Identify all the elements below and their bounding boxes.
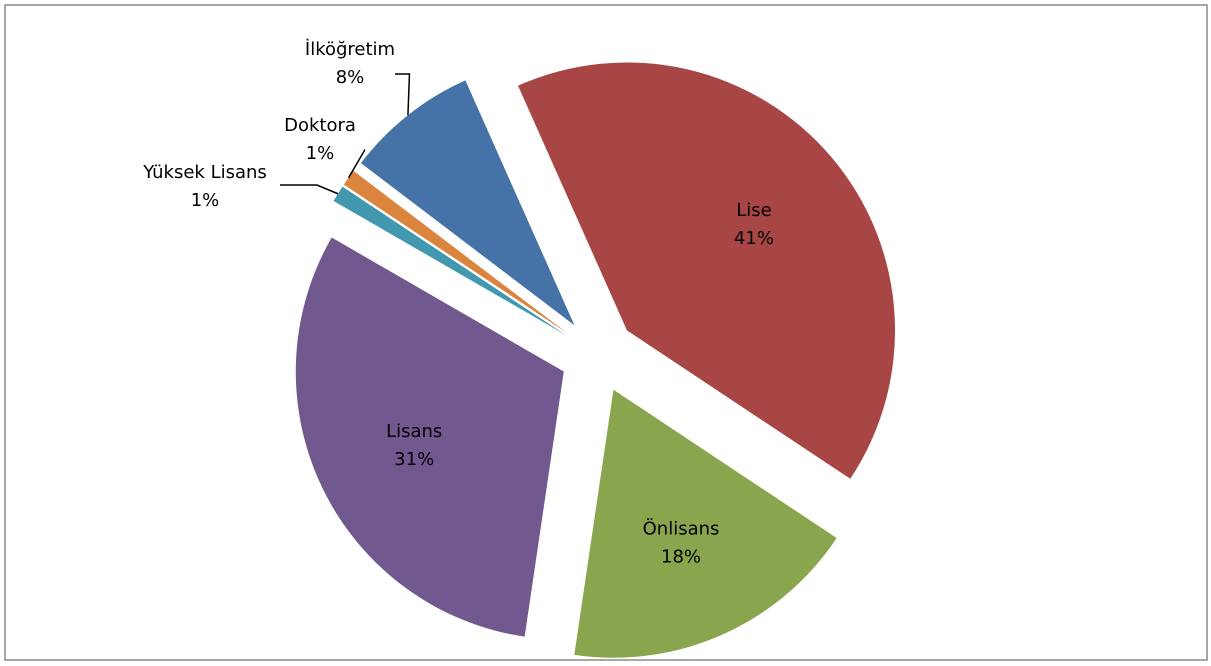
pie-slice (360, 80, 575, 326)
leader-line (280, 184, 339, 195)
slice-value-label: 8% (336, 67, 365, 88)
leader-line (347, 149, 366, 179)
slice-value-label: 31% (394, 449, 434, 470)
pie-slice (333, 186, 566, 335)
slice-label: Doktora (284, 115, 356, 136)
slice-label: Önlisans (643, 518, 720, 540)
pie-slice (574, 389, 837, 658)
slice-value-label: 18% (661, 547, 701, 568)
pie-slice (343, 170, 568, 333)
slice-value-label: 1% (306, 143, 335, 164)
slice-value-label: 41% (734, 228, 774, 249)
slice-label: Lise (736, 200, 771, 221)
slice-label: Yüksek Lisans (142, 162, 267, 183)
leader-line (395, 73, 411, 116)
slice-label: Lisans (386, 421, 442, 442)
slice-value-label: 1% (191, 190, 220, 211)
pie-slice (518, 62, 896, 479)
pie-slice (295, 237, 564, 637)
slice-label: İlköğretim (305, 39, 395, 60)
